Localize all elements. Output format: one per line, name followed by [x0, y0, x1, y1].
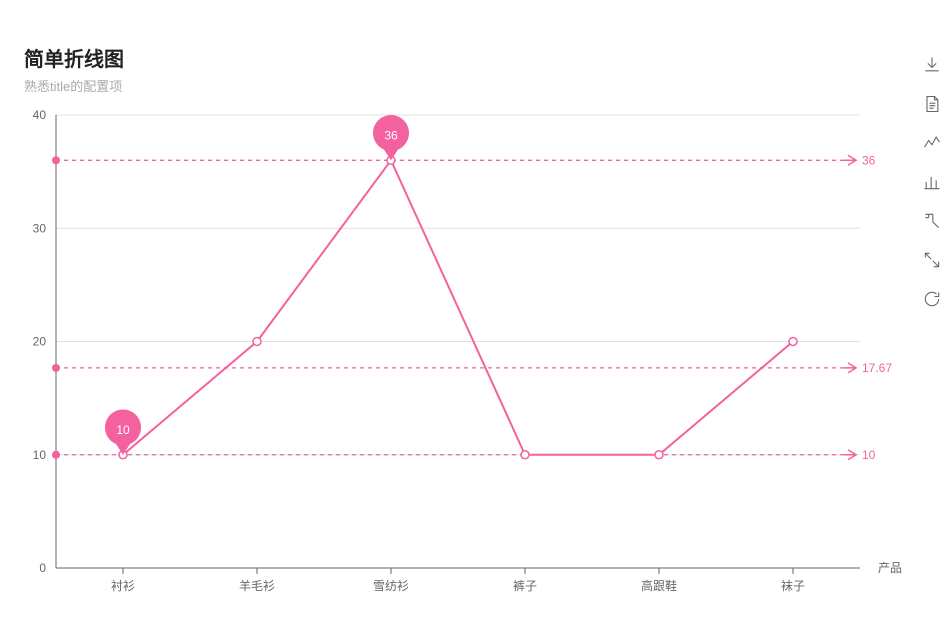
chart-svg: 0 10 20 30 40 衬衫 羊毛衫 雪纺衫 裤子 高跟鞋 袜子 产品 36 17.67 10 36 10 — [0, 0, 952, 641]
markpoint-label: 10 — [116, 423, 130, 437]
data-point[interactable] — [655, 451, 663, 459]
chart-container: 简单折线图 熟悉title的配置项 — [0, 0, 952, 641]
markline-label: 17.67 — [862, 361, 892, 375]
arrow-icon — [844, 155, 856, 165]
x-tick-label: 裤子 — [513, 579, 537, 593]
y-tick-label: 20 — [33, 335, 47, 349]
x-tick-label: 高跟鞋 — [641, 578, 677, 593]
data-point[interactable] — [253, 338, 261, 346]
x-tick-label: 袜子 — [781, 579, 805, 593]
x-tick-label: 雪纺衫 — [373, 579, 409, 593]
markpoint: 10 — [105, 409, 141, 454]
markline-label: 10 — [862, 448, 876, 462]
x-tick-label: 衬衫 — [111, 579, 135, 593]
y-tick-label: 40 — [33, 108, 47, 122]
y-tick-label: 0 — [39, 561, 46, 575]
y-tick-label: 10 — [33, 448, 47, 462]
markpoint-label: 36 — [384, 128, 398, 142]
y-tick-label: 30 — [33, 221, 47, 235]
data-point[interactable] — [521, 451, 529, 459]
data-point[interactable] — [789, 338, 797, 346]
x-axis-name: 产品 — [878, 561, 902, 575]
series-line — [123, 160, 793, 454]
arrow-icon — [844, 363, 856, 373]
markpoint: 36 — [373, 115, 409, 160]
arrow-icon — [844, 450, 856, 460]
x-tick-label: 羊毛衫 — [239, 578, 275, 593]
markline-label: 36 — [862, 153, 876, 167]
